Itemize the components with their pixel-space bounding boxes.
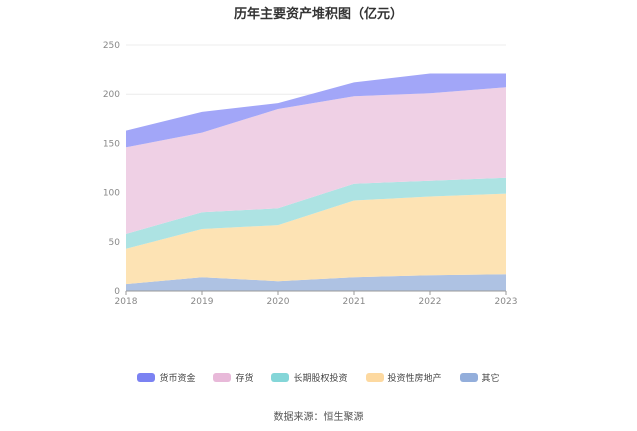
area-series-2[interactable] [126, 177, 506, 249]
x-tick-label: 2021 [343, 297, 366, 307]
y-tick-label: 250 [103, 41, 120, 51]
chart-title: 历年主要资产堆积图（亿元） [233, 7, 403, 22]
x-tick-label: 2020 [267, 297, 290, 307]
legend-label-investment-property: 投资性房地产 [387, 374, 442, 384]
x-tick-label: 2018 [115, 297, 138, 307]
y-tick-label: 100 [103, 189, 120, 199]
area-series-0[interactable] [126, 274, 506, 291]
y-tick-label: 50 [109, 238, 121, 248]
legend-item-investment-property[interactable]: 投资性房地产 [365, 371, 442, 384]
y-tick-label: 200 [103, 90, 120, 100]
y-tick-label: 0 [114, 287, 120, 297]
legend-label-cash: 货币资金 [159, 374, 196, 384]
legend-swatch-other [459, 373, 478, 382]
legend-swatch-inventory [213, 373, 232, 382]
y-tick-label: 150 [103, 139, 120, 149]
area-series-1[interactable] [126, 193, 506, 285]
x-tick-label: 2022 [419, 297, 442, 307]
legend-label-inventory: 存货 [235, 374, 254, 384]
legend-swatch-investment-property [365, 373, 384, 382]
area-series-3[interactable] [126, 87, 506, 234]
area-series-4[interactable] [126, 73, 506, 148]
data-source-note: 数据来源：恒生聚源 [273, 412, 364, 423]
legend-item-inventory[interactable]: 存货 [213, 371, 253, 384]
legend-label-other: 其它 [481, 374, 500, 384]
legend-item-equity-investment[interactable]: 长期股权投资 [271, 371, 348, 384]
legend-swatch-equity-investment [271, 373, 290, 382]
legend-item-cash[interactable]: 货币资金 [137, 371, 195, 384]
legend-swatch-cash [137, 373, 156, 382]
x-tick-label: 2019 [191, 297, 214, 307]
x-tick-label: 2023 [495, 297, 518, 307]
legend-item-other[interactable]: 其它 [459, 371, 500, 384]
legend-label-equity-investment: 长期股权投资 [293, 374, 348, 384]
chart-legend: 货币资金 存货 长期股权投资 投资性房地产 其它 [0, 371, 637, 384]
